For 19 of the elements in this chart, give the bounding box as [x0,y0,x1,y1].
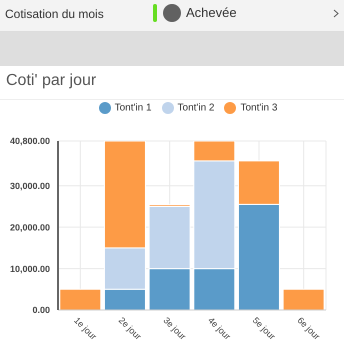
legend-label: Tont'in 1 [114,102,152,114]
y-tick-label: 20,000.00 [10,222,50,232]
bar [59,288,102,310]
y-tick-label: 0.00 [32,305,50,316]
text: Achevée [186,5,237,20]
x-tick-label: 4e jour [206,315,233,342]
y-tick-label: 30,000.00 [10,180,50,191]
y-tick-label: 40,800.00 [10,136,50,146]
legend-label: Tont'in 3 [240,102,278,114]
x-tick-label: 5e jour [250,315,278,342]
bar [282,288,325,310]
text: Cotisation du mois [5,7,104,21]
y-tick-label: 10,000.00 [10,264,50,274]
x-tick-label: 2e jour [116,315,144,342]
x-tick-label: 1e jour [72,315,99,342]
chart-title: Coti' par jour [6,72,96,90]
x-tick-label: 3e jour [161,315,188,342]
legend-label: Tont'in 2 [178,102,214,114]
x-tick-label: 6e jour [295,315,322,342]
